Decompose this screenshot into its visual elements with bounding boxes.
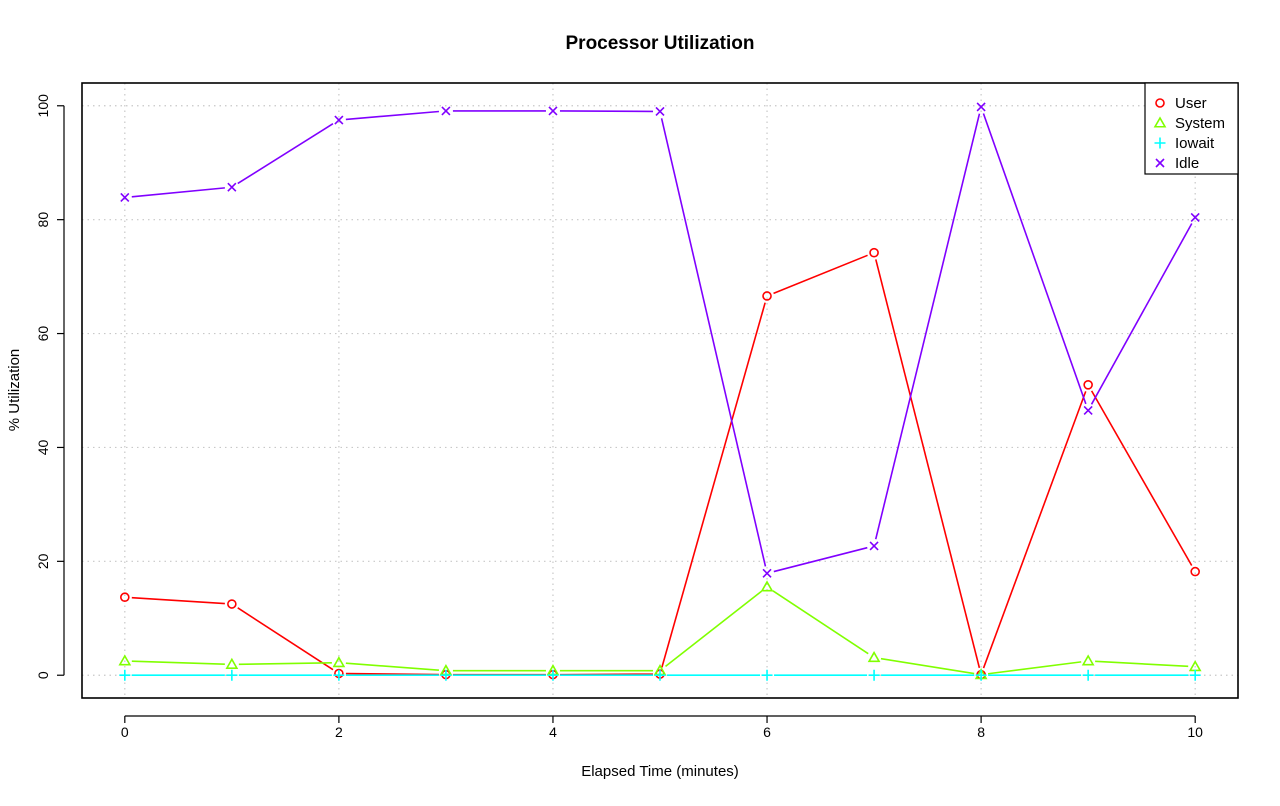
y-tick-label: 80 [35,212,51,228]
x-tick-label: 8 [977,724,985,740]
x-tick-label: 0 [121,724,129,740]
user-line-segment [238,608,333,670]
y-tick-label: 40 [35,439,51,455]
system-line-segment [346,663,439,670]
x-tick-label: 2 [335,724,343,740]
y-tick-label: 100 [35,94,51,118]
idle-point [1084,406,1092,414]
idle-point [656,107,664,115]
idle-line-segment [876,114,980,539]
user-point [1084,381,1092,389]
x-tick-label: 10 [1187,724,1203,740]
system-line-segment [132,661,225,664]
series-system [120,582,1200,678]
idle-line-segment [662,118,766,566]
iowait-point [762,670,773,681]
legend-user-label: User [1175,95,1207,112]
legend-idle-label: Idle [1175,155,1199,172]
system-point [869,653,879,662]
grid-lines [82,83,1238,698]
iowait-point [1083,670,1094,681]
y-axis-label: % Utilization [6,349,23,432]
idle-point [977,103,985,111]
idle-point [442,107,450,115]
data-series [119,103,1200,681]
system-line-segment [773,591,868,654]
user-point [228,600,236,608]
user-point [1191,568,1199,576]
iowait-point [1190,670,1201,681]
idle-line-segment [132,188,225,197]
system-point [1083,656,1093,665]
user-line-segment [774,255,868,293]
iowait-point [119,670,130,681]
user-line-segment [662,303,765,668]
x-tick-label: 6 [763,724,771,740]
iowait-point [226,670,237,681]
system-line-segment [1095,661,1188,666]
user-line-segment [1092,391,1192,566]
series-idle [121,103,1199,577]
idle-line-segment [1092,224,1192,405]
system-point [227,659,237,668]
system-line-segment [988,662,1081,674]
legend-system-label: System [1175,115,1225,132]
x-axis-label: Elapsed Time (minutes) [581,763,739,780]
iowait-point [869,670,880,681]
series-iowait [119,670,1200,681]
idle-point [549,107,557,115]
chart-title: Processor Utilization [566,33,755,54]
system-line-segment [239,663,332,664]
plot-area-frame [82,83,1238,698]
y-tick-label: 20 [35,553,51,569]
idle-point [870,542,878,550]
legend-iowait-label: Iowait [1175,135,1215,152]
idle-point [1191,213,1199,221]
idle-point [121,193,129,201]
system-line-segment [881,659,974,674]
idle-line-segment [346,111,439,119]
y-tick-label: 60 [35,326,51,342]
x-tick-label: 4 [549,724,557,740]
series-user [121,249,1199,679]
user-line-segment [876,259,980,667]
system-point [120,656,130,665]
user-point [870,249,878,257]
idle-line-segment [983,114,1085,404]
user-line-segment [984,391,1086,668]
legend: User System Iowait Idle [1145,83,1238,174]
y-tick-label: 0 [35,671,51,679]
user-line-segment [132,598,225,604]
system-point [334,658,344,667]
idle-line-segment [774,548,867,572]
idle-point [763,569,771,577]
idle-point [228,183,236,191]
idle-line-segment [238,124,333,184]
